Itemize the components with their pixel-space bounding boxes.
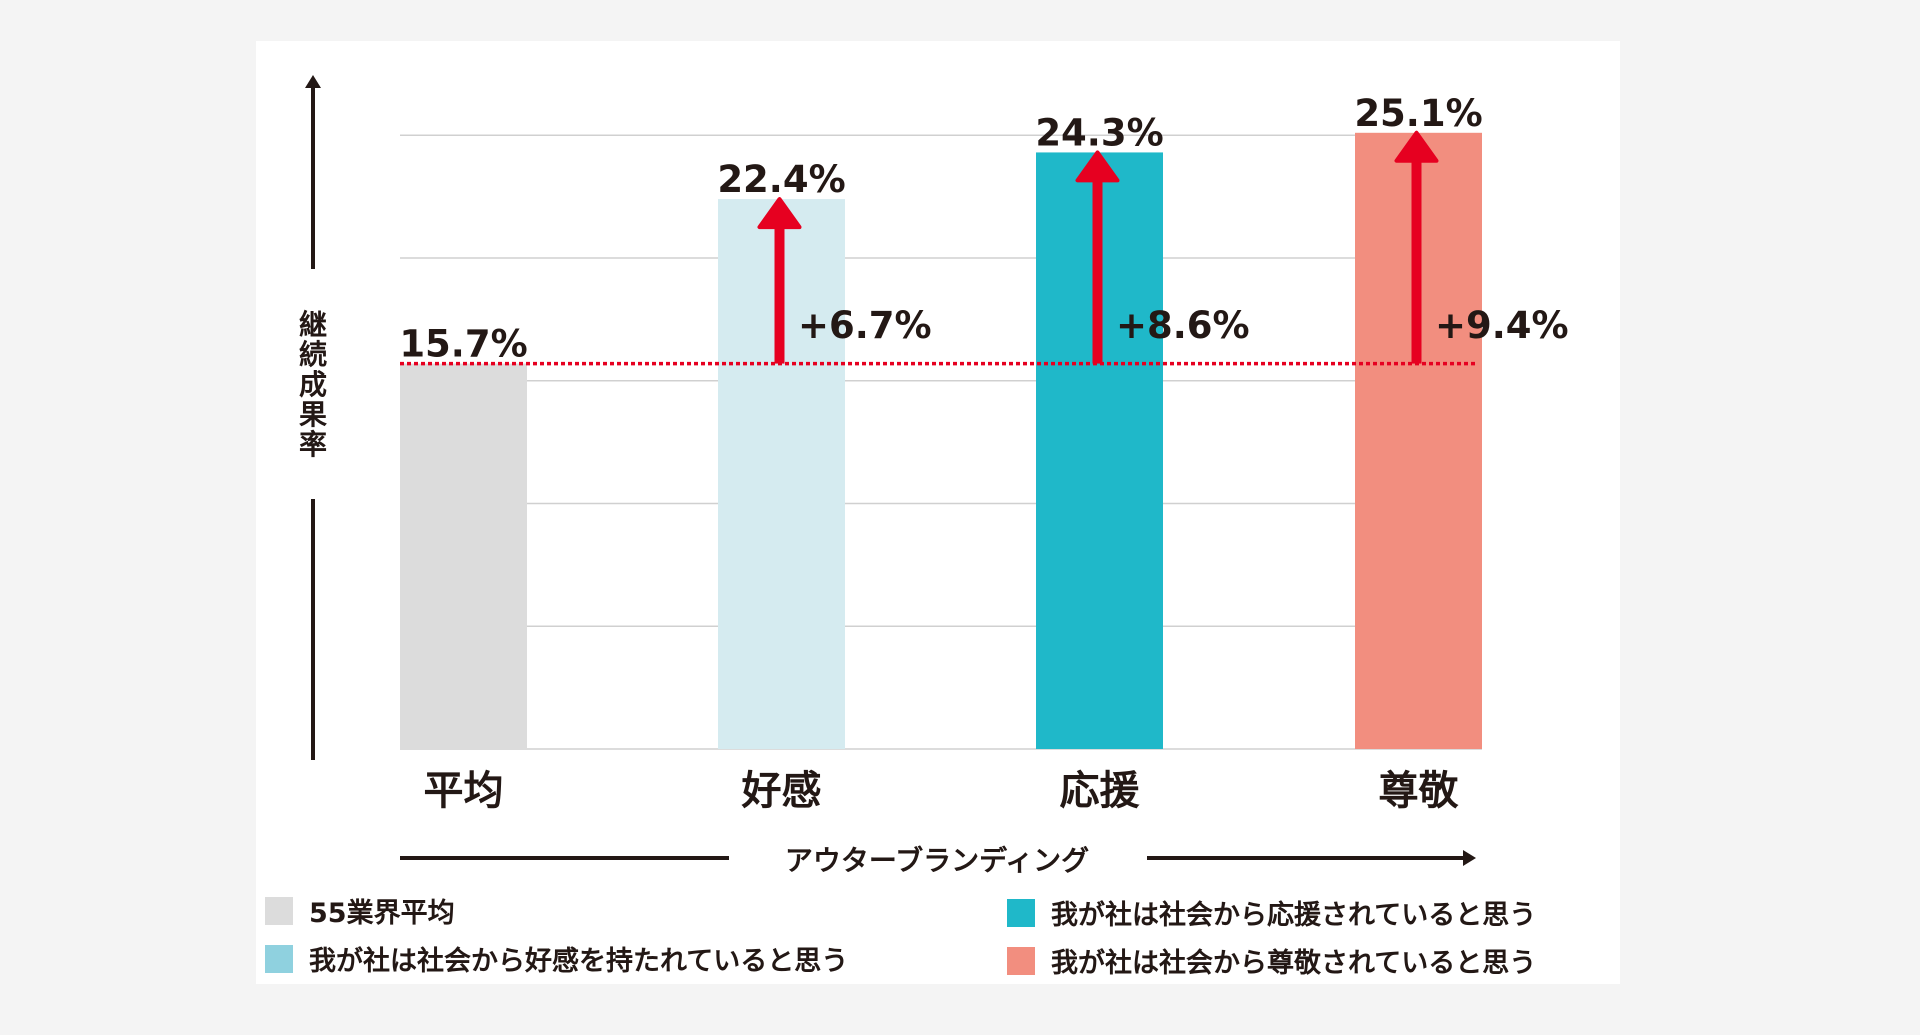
x-axis: アウターブランディング [400,844,1476,877]
value-label: 22.4% [717,158,845,201]
category-labels: 平均 好感 応援 尊敬 [424,768,1460,814]
arrow-up-icon [1075,150,1120,183]
y-axis-title-char: 率 [299,428,327,461]
legend-swatch [1007,946,1035,975]
bar-1 [400,363,527,749]
x-axis-arrow-icon [1463,850,1476,866]
delta-label: +6.7% [798,304,932,347]
arrow-up-icon [757,197,802,230]
delta-labels: +6.7% +8.6% +9.4% [798,304,1569,347]
chart-card: 15.7% 22.4% 24.3% 25.1% +6.7% +8.6% +9.4% 平均 好… [256,41,1620,984]
arrow-up-icon [1394,130,1439,163]
y-axis-title-char: 果 [299,398,327,431]
y-axis-title-char: 成 [299,368,327,401]
value-label: 24.3% [1035,111,1163,154]
value-label: 25.1% [1354,92,1482,135]
y-axis-arrow-icon [305,75,321,88]
arrow-shaft [1411,154,1422,364]
legend-item-favorable: 我が社は社会から好感を持たれていると思う [265,939,848,978]
category-label: 好感 [741,768,822,814]
value-label: 15.7% [399,323,527,366]
arrow-shaft [774,221,785,364]
value-labels: 15.7% 22.4% 24.3% 25.1% [399,92,1482,366]
category-label: 平均 [424,768,504,814]
legend-item-respect: 我が社は社会から尊敬されていると思う [1007,941,1536,980]
delta-label: +9.4% [1435,304,1569,347]
legend-swatch [265,944,293,973]
legend-label: 我が社は社会から好感を持たれていると思う [309,946,849,977]
legend-label: 我が社は社会から尊敬されていると思う [1051,948,1537,979]
y-axis-title-char: 続 [299,338,327,371]
arrow-shaft [1092,174,1103,364]
y-axis-title-char: 継 [299,308,327,341]
legend-label: 我が社は社会から応援されていると思う [1051,900,1537,931]
y-axis-title: 継続成果率 [299,308,327,461]
bars [400,132,1482,750]
legend-swatch [265,896,293,925]
legend-item-average: 55業界平均 [265,891,455,930]
delta-label: +8.6% [1116,304,1250,347]
bar-chart: 15.7% 22.4% 24.3% 25.1% +6.7% +8.6% +9.4% 平均 好… [299,75,1569,877]
increase-arrows [757,130,1439,364]
gridlines [400,134,1482,750]
legend-item-support: 我が社は社会から応援されていると思う [1007,893,1536,932]
x-axis-title: アウターブランディング [785,844,1089,877]
legend-label: 55業界平均 [309,898,455,929]
y-axis: 継続成果率 [299,75,327,760]
legend-swatch [1007,898,1035,927]
category-label: 尊敬 [1379,768,1460,814]
category-label: 応援 [1060,768,1141,814]
